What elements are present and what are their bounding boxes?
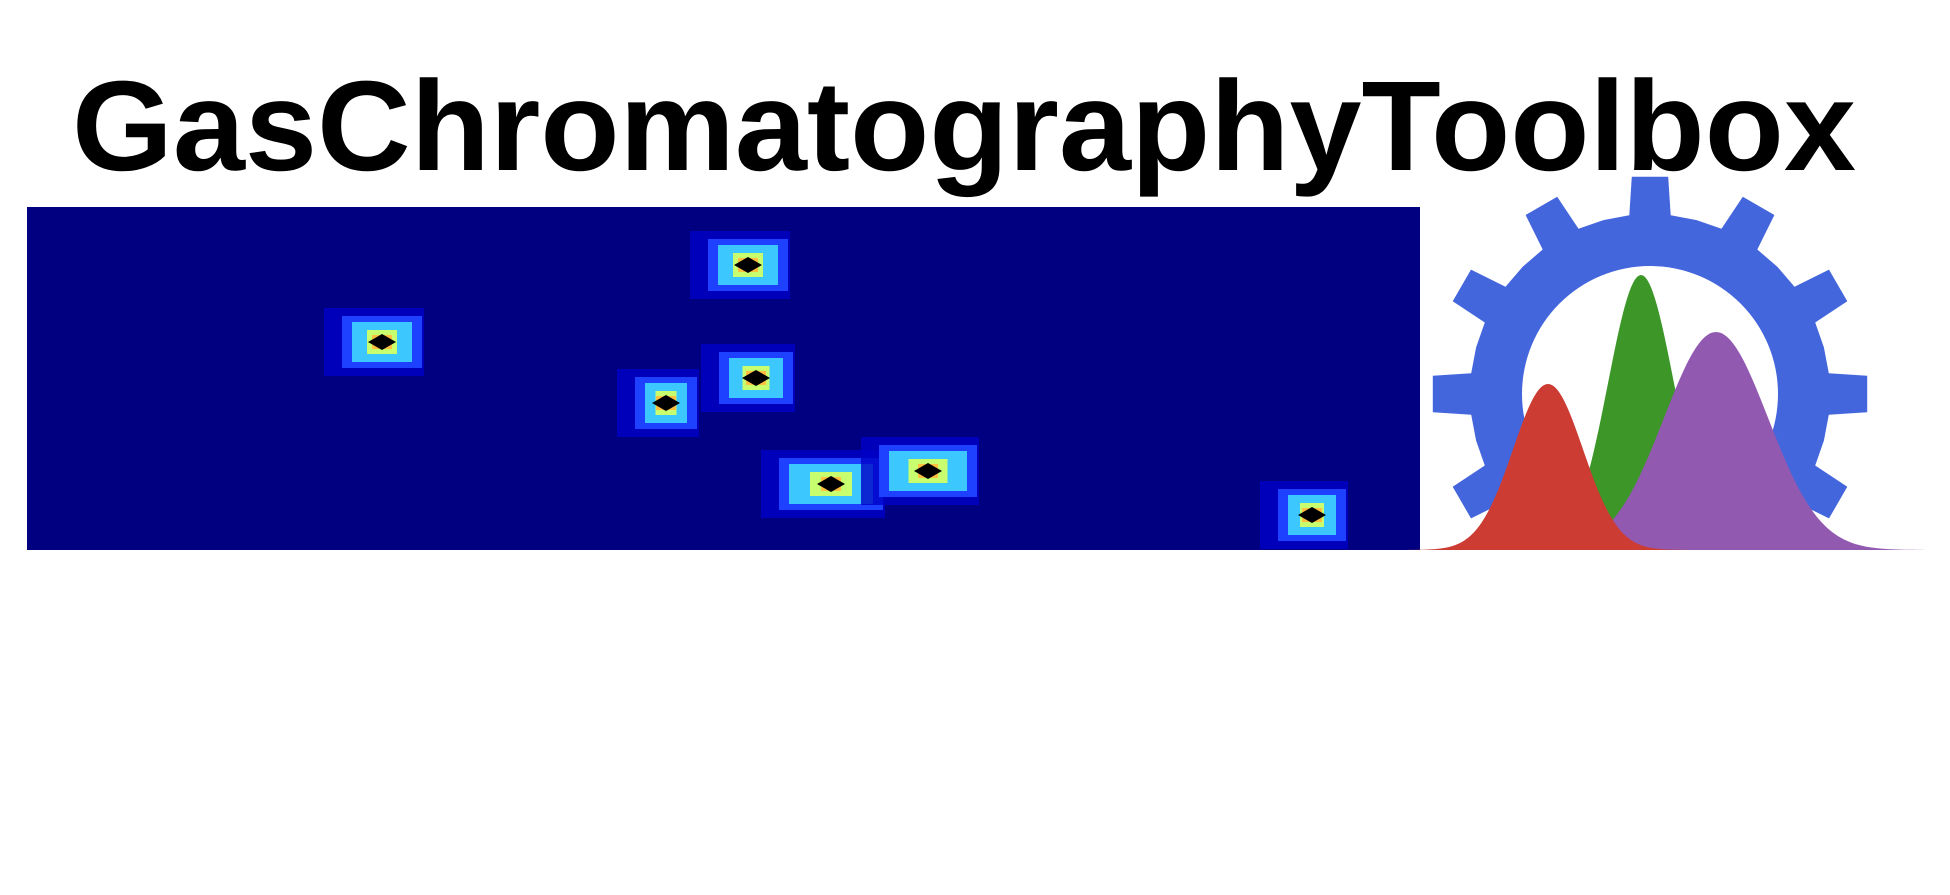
spot-marker xyxy=(652,395,680,411)
purple-peak xyxy=(1508,332,1924,550)
green-peak xyxy=(1509,275,1773,550)
title: GasChromatographyToolbox xyxy=(72,55,1856,198)
spot-marker xyxy=(368,334,396,350)
spot-marker xyxy=(1298,507,1326,523)
heatmap-peaks xyxy=(324,231,1348,549)
spot-marker xyxy=(734,257,762,273)
spot-marker xyxy=(817,476,845,492)
chromatogram-icon xyxy=(1408,275,1924,550)
spot-marker xyxy=(914,463,942,479)
red-peak xyxy=(1408,384,1688,550)
spot-marker xyxy=(742,370,770,386)
